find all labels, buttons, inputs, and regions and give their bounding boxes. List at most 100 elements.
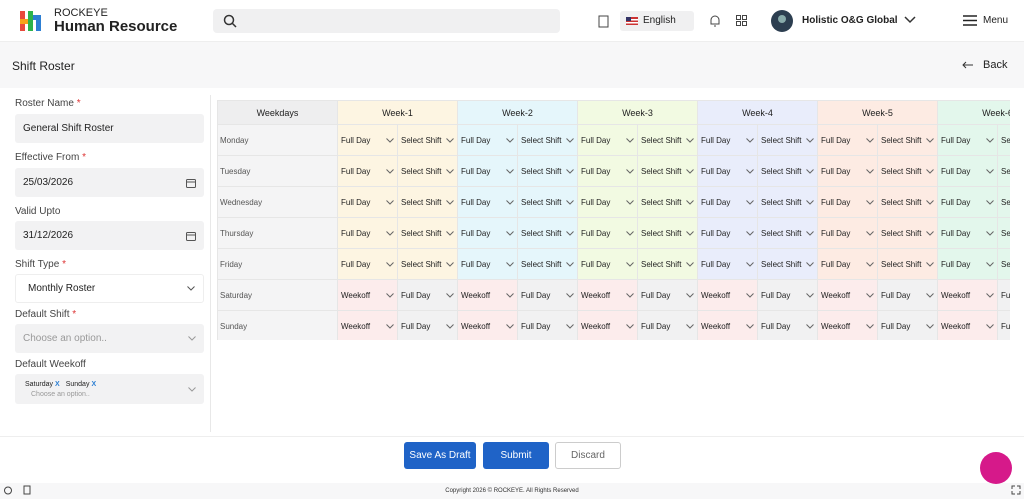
- shift-select[interactable]: Select Shift: [398, 125, 458, 156]
- shift-select[interactable]: Weekoff: [818, 280, 878, 311]
- shift-select[interactable]: Full Day: [338, 249, 398, 280]
- shift-select[interactable]: Full Day: [938, 218, 998, 249]
- shift-select[interactable]: Select Shift: [518, 218, 578, 249]
- shift-select[interactable]: Full Day: [338, 187, 398, 218]
- tag-remove[interactable]: X: [91, 381, 96, 388]
- shift-select[interactable]: Full Day: [998, 280, 1010, 311]
- shift-select[interactable]: Full Day: [938, 125, 998, 156]
- shift-select[interactable]: Select Shift: [518, 125, 578, 156]
- shift-select[interactable]: Full Day: [638, 311, 698, 340]
- shift-select[interactable]: Weekoff: [938, 280, 998, 311]
- shift-select[interactable]: Select Shift: [638, 249, 698, 280]
- shift-select[interactable]: Select Shift: [758, 125, 818, 156]
- shift-select[interactable]: Select Shift: [758, 187, 818, 218]
- shift-select[interactable]: Select Shift: [638, 125, 698, 156]
- shift-select[interactable]: Full Day: [458, 156, 518, 187]
- shift-select[interactable]: Full Day: [938, 187, 998, 218]
- shift-select[interactable]: Full Day: [818, 249, 878, 280]
- shift-select[interactable]: Full Day: [398, 311, 458, 340]
- menu-icon[interactable]: [963, 15, 977, 26]
- shift-select[interactable]: Full Day: [878, 311, 938, 340]
- menu-label[interactable]: Menu: [983, 15, 1008, 26]
- shift-select[interactable]: Select Shift: [758, 249, 818, 280]
- shift-select[interactable]: Full Day: [578, 156, 638, 187]
- input[interactable]: 31/12/2026: [15, 221, 204, 250]
- shift-select[interactable]: Full Day: [338, 156, 398, 187]
- shift-select[interactable]: Select Shift: [758, 156, 818, 187]
- shift-select[interactable]: Full Day: [578, 187, 638, 218]
- calendar-icon[interactable]: [186, 231, 196, 241]
- shift-select[interactable]: Full Day: [818, 156, 878, 187]
- shift-select[interactable]: Full Day: [998, 311, 1010, 340]
- shift-select[interactable]: Select Shift: [518, 156, 578, 187]
- shift-select[interactable]: Full Day: [878, 280, 938, 311]
- shift-select[interactable]: Select Shift: [998, 125, 1010, 156]
- shift-select[interactable]: Full Day: [698, 156, 758, 187]
- shift-select[interactable]: Select Shift: [398, 187, 458, 218]
- shift-select[interactable]: Select Shift: [758, 218, 818, 249]
- button[interactable]: Submit: [483, 442, 549, 469]
- shift-select[interactable]: Weekoff: [338, 280, 398, 311]
- shift-select[interactable]: Full Day: [458, 125, 518, 156]
- back-arrow[interactable]: [962, 61, 974, 69]
- shift-select[interactable]: Select Shift: [878, 187, 938, 218]
- shift-select[interactable]: Full Day: [818, 218, 878, 249]
- input[interactable]: General Shift Roster: [15, 114, 204, 143]
- shift-select[interactable]: Full Day: [758, 280, 818, 311]
- shift-select[interactable]: Full Day: [758, 311, 818, 340]
- tag-remove[interactable]: X: [55, 381, 60, 388]
- shift-select[interactable]: Select Shift: [398, 249, 458, 280]
- shift-select[interactable]: Weekoff: [818, 311, 878, 340]
- apps-icon[interactable]: [736, 15, 747, 26]
- language-select[interactable]: English: [620, 11, 694, 31]
- shift-select[interactable]: Full Day: [458, 218, 518, 249]
- shift-select[interactable]: Full Day: [818, 125, 878, 156]
- shift-select[interactable]: Weekoff: [458, 311, 518, 340]
- shift-select[interactable]: Select Shift: [878, 156, 938, 187]
- shift-select[interactable]: Full Day: [578, 218, 638, 249]
- shift-select[interactable]: Weekoff: [578, 280, 638, 311]
- button[interactable]: Save As Draft: [404, 442, 476, 469]
- input[interactable]: Choose an option..: [15, 324, 204, 353]
- shift-select[interactable]: Full Day: [638, 280, 698, 311]
- shift-select[interactable]: Select Shift: [398, 218, 458, 249]
- shift-select[interactable]: Full Day: [938, 249, 998, 280]
- shift-select[interactable]: Full Day: [698, 125, 758, 156]
- shift-select[interactable]: Full Day: [698, 249, 758, 280]
- shift-select[interactable]: Select Shift: [998, 249, 1010, 280]
- shift-select[interactable]: Full Day: [818, 187, 878, 218]
- shift-select[interactable]: Full Day: [458, 249, 518, 280]
- multi-select[interactable]: SaturdayXSundayXChoose an option..: [15, 374, 204, 404]
- shift-select[interactable]: Weekoff: [698, 280, 758, 311]
- shift-select[interactable]: Select Shift: [638, 218, 698, 249]
- shift-select[interactable]: Select Shift: [518, 187, 578, 218]
- input[interactable]: 25/03/2026: [15, 168, 204, 197]
- bell-icon[interactable]: [709, 14, 721, 27]
- shift-select[interactable]: Full Day: [578, 125, 638, 156]
- shift-select[interactable]: Select Shift: [998, 156, 1010, 187]
- shift-select[interactable]: Select Shift: [638, 187, 698, 218]
- shift-select[interactable]: Full Day: [338, 218, 398, 249]
- shift-select[interactable]: Full Day: [698, 187, 758, 218]
- search-bar[interactable]: [213, 9, 560, 33]
- shift-select[interactable]: Full Day: [338, 125, 398, 156]
- shift-select[interactable]: Weekoff: [338, 311, 398, 340]
- shift-select[interactable]: Select Shift: [878, 218, 938, 249]
- shift-select[interactable]: Select Shift: [398, 156, 458, 187]
- calendar-icon[interactable]: [186, 178, 196, 188]
- shift-select[interactable]: Select Shift: [638, 156, 698, 187]
- shift-select[interactable]: Select Shift: [518, 249, 578, 280]
- shift-select[interactable]: Select Shift: [878, 125, 938, 156]
- shift-select[interactable]: Weekoff: [938, 311, 998, 340]
- shift-select[interactable]: Weekoff: [698, 311, 758, 340]
- chat-button[interactable]: [980, 452, 1012, 484]
- input[interactable]: Monthly Roster: [15, 274, 204, 303]
- shift-select[interactable]: Full Day: [458, 187, 518, 218]
- shift-select[interactable]: Full Day: [398, 280, 458, 311]
- shift-select[interactable]: Full Day: [578, 249, 638, 280]
- shift-select[interactable]: Full Day: [938, 156, 998, 187]
- shift-select[interactable]: Weekoff: [578, 311, 638, 340]
- back-link[interactable]: Back: [983, 59, 1007, 71]
- shift-select[interactable]: Select Shift: [998, 187, 1010, 218]
- bookmark-icon[interactable]: [598, 15, 609, 28]
